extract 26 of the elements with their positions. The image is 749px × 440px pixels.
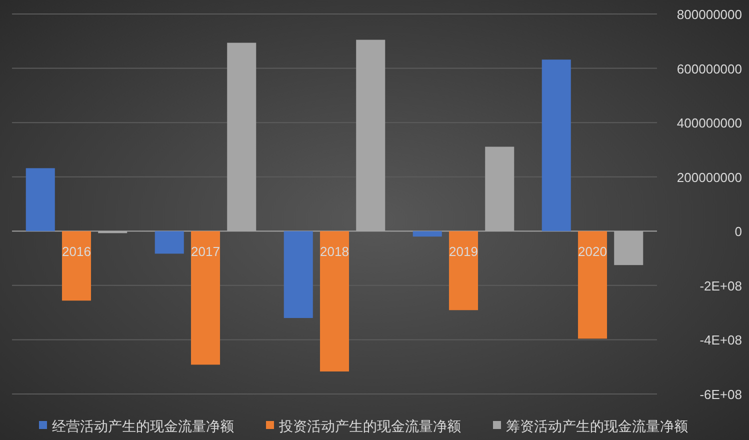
legend-label: 投资活动产生的现金流量净额 [278, 418, 461, 434]
bar [412, 231, 442, 237]
bar [578, 231, 608, 339]
y-tick-label: 800000000 [676, 7, 742, 22]
y-tick-label: -2E+08 [700, 278, 742, 294]
x-tick-label: 2016 [62, 244, 91, 260]
bar [26, 168, 55, 232]
y-tick-label: 400000000 [676, 116, 742, 131]
bar [284, 231, 313, 318]
x-tick-label: 2018 [320, 244, 349, 260]
y-tick-label: 200000000 [676, 170, 742, 185]
legend-label: 经营活动产生的现金流量净额 [52, 418, 234, 434]
bar [320, 231, 350, 372]
bar [62, 231, 92, 301]
x-tick-label: 2017 [191, 244, 220, 260]
bar [190, 231, 220, 365]
y-tick-label: -6E+08 [700, 387, 742, 402]
y-tick-label: -4E+08 [700, 332, 742, 348]
y-tick-label: 600000000 [676, 61, 742, 76]
y-tick-label: 0 [734, 224, 742, 240]
bar [154, 231, 184, 254]
legend-label: 筹资活动产生的现金流量净额 [506, 418, 688, 434]
x-tick-label: 2019 [449, 244, 478, 260]
x-tick-label: 2020 [578, 244, 607, 260]
bar [542, 60, 571, 232]
bar [448, 231, 478, 310]
